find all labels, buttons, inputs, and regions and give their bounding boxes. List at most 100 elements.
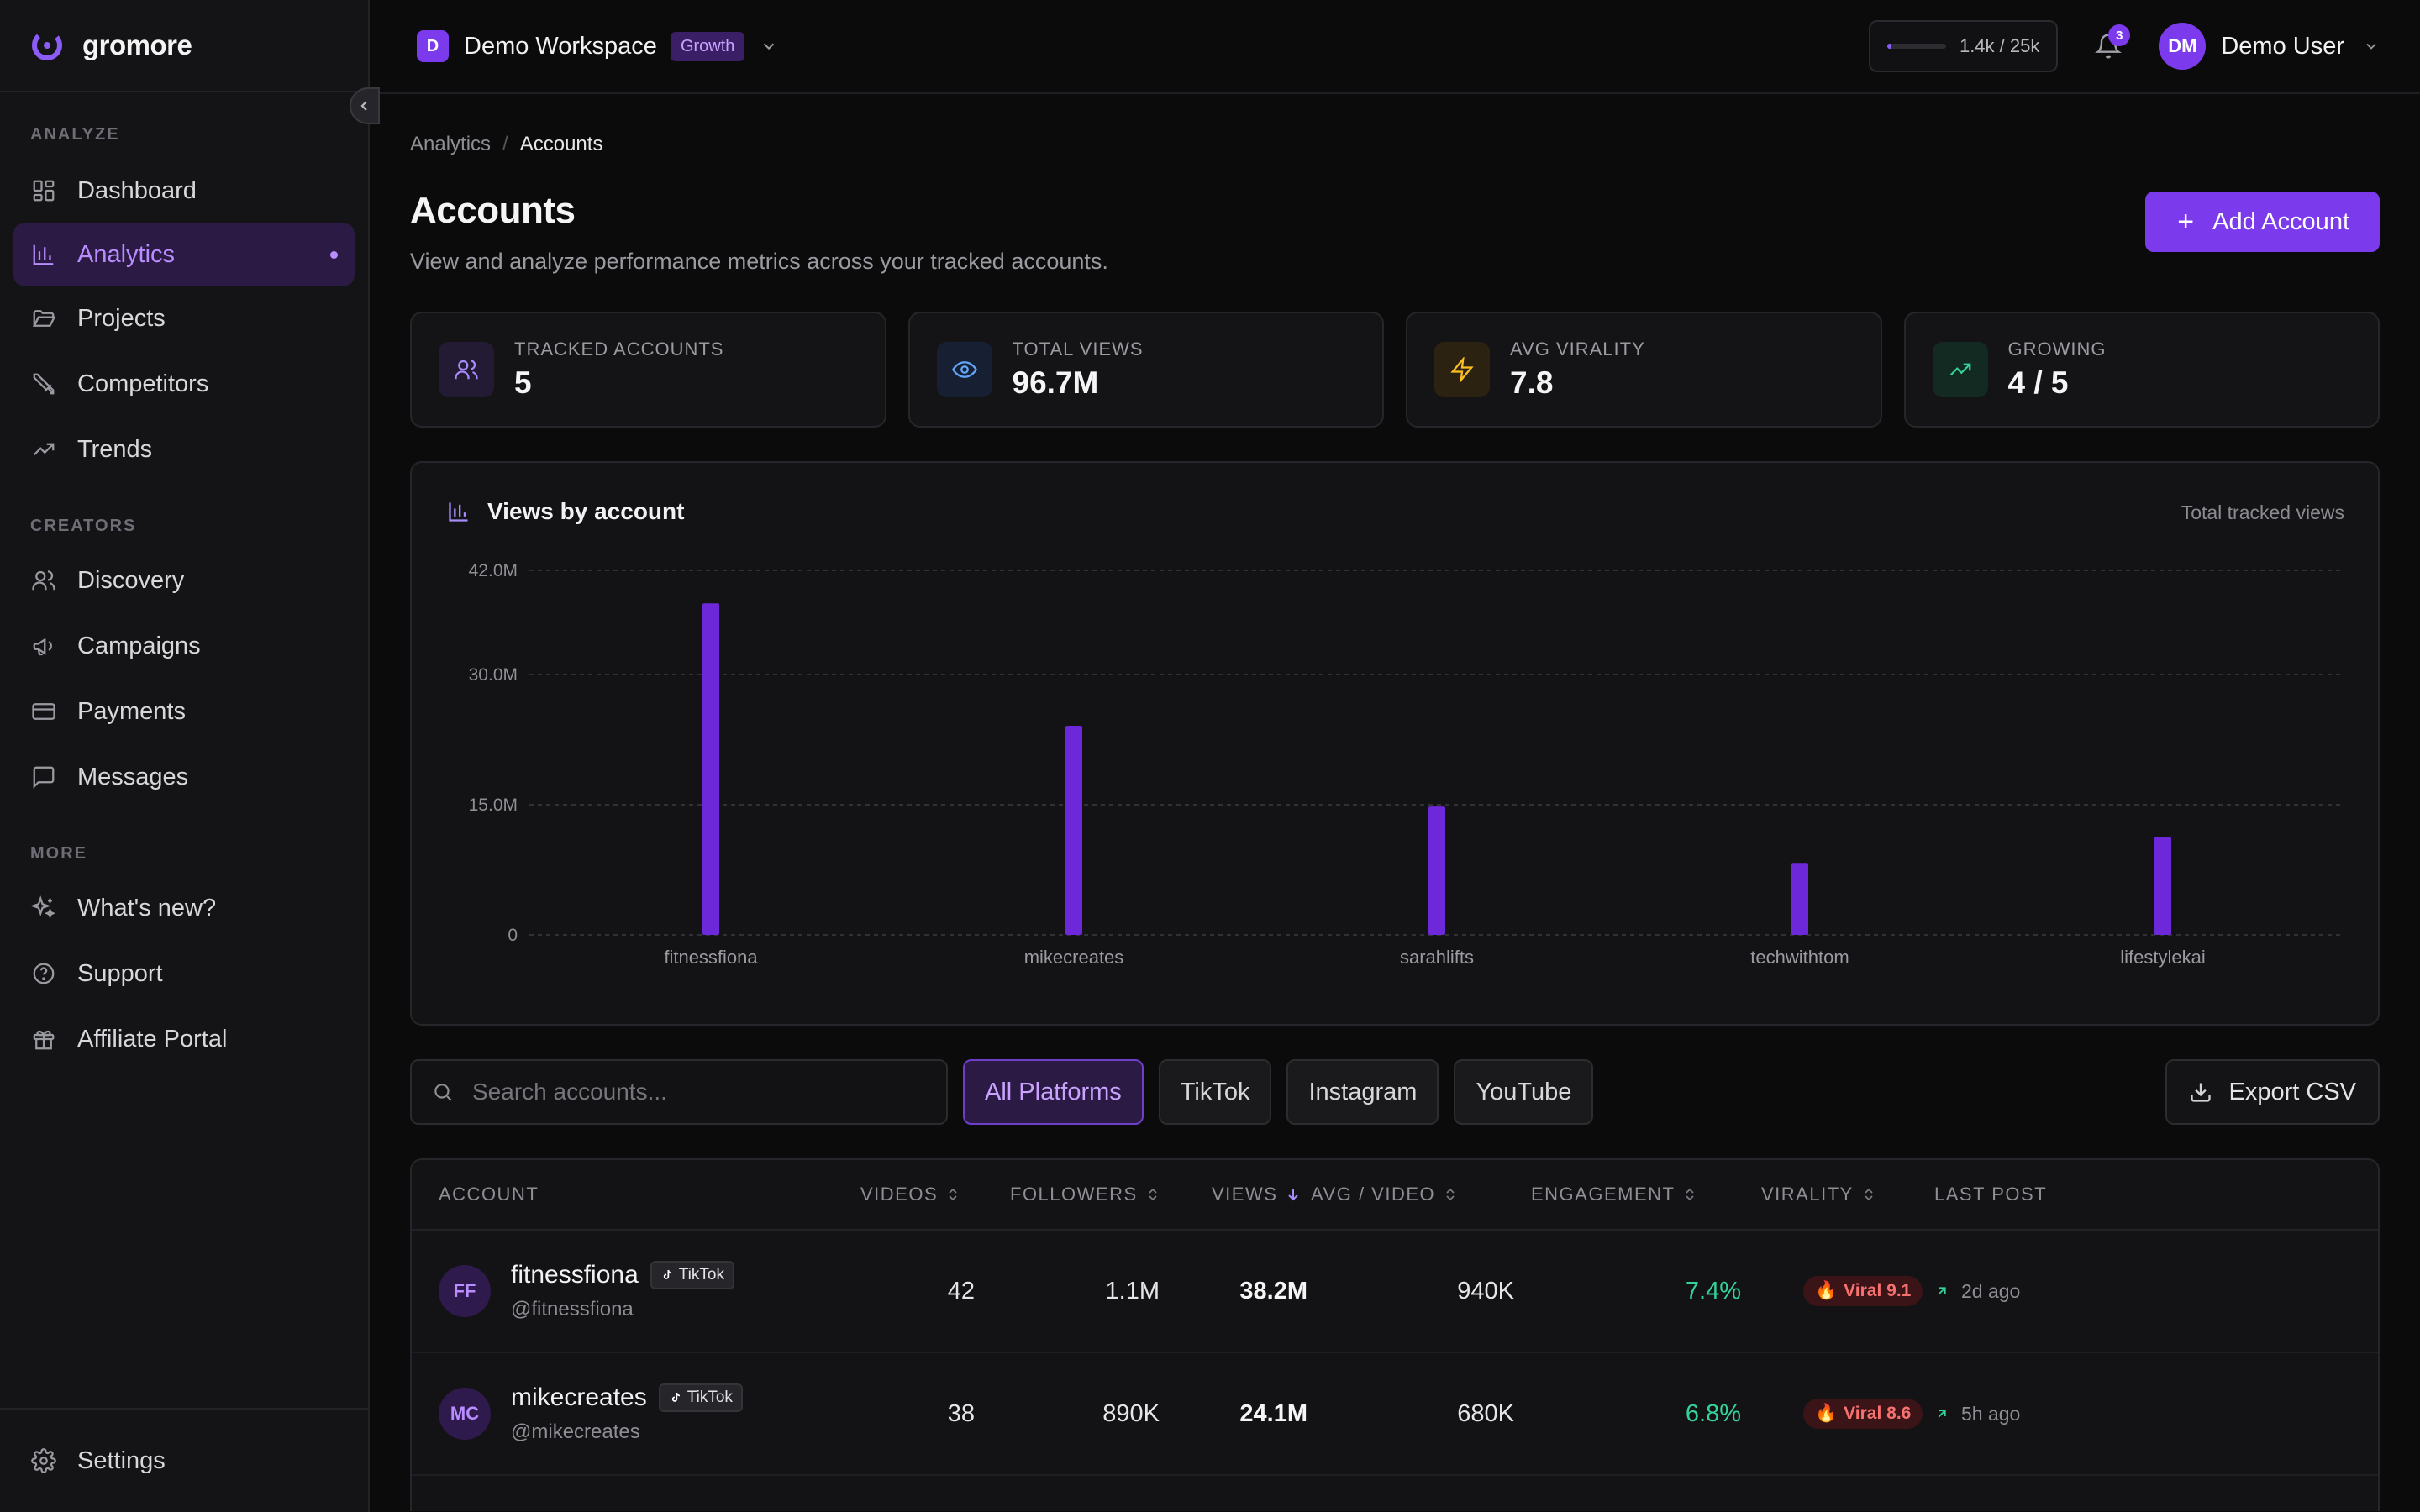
topbar: D Demo Workspace Growth 1.4k / 25k 3 DM …	[370, 0, 2420, 94]
workspace-switcher[interactable]: D Demo Workspace Growth	[417, 30, 778, 62]
sidebar-item-support[interactable]: Support	[13, 941, 355, 1006]
fire-icon: 🔥	[1815, 1404, 1838, 1423]
bar-sarahlifts[interactable]	[1428, 806, 1445, 935]
sidebar: gromore ANALYZE Dashboard Analytics Proj…	[0, 0, 380, 1512]
avg-per-video: 680K	[1457, 1399, 1514, 1427]
zap-icon	[1434, 342, 1490, 397]
x-tick-label: lifestylekai	[2120, 947, 2205, 968]
filter-chip-tiktok[interactable]: TikTok	[1158, 1059, 1272, 1125]
search-icon	[434, 1084, 452, 1101]
bar-mikecreates[interactable]	[1065, 725, 1082, 935]
notifications-button[interactable]: 3	[2091, 24, 2131, 63]
views-count: 24.1M	[1239, 1399, 1307, 1427]
account-handle: @mikecreates	[511, 1420, 640, 1443]
fire-icon: 🔥	[1815, 1281, 1838, 1300]
x-tick-label: mikecreates	[1024, 947, 1124, 968]
breadcrumb-link-analytics[interactable]: Analytics	[410, 133, 492, 155]
y-tick-label: 15.0M	[469, 795, 518, 815]
stat-label: AVG VIRALITY	[1510, 339, 1645, 360]
account-handle: @fitnessfiona	[511, 1298, 634, 1320]
column-header-videos[interactable]: VIDEOS	[849, 1184, 975, 1205]
tiktok-icon	[663, 1269, 671, 1279]
swords-icon	[30, 370, 57, 397]
export-csv-label: Export CSV	[2228, 1078, 2357, 1105]
column-label: VIEWS	[1212, 1184, 1278, 1205]
stat-card-tracked-accounts: TRACKED ACCOUNTS 5	[410, 312, 886, 428]
videos-count: 42	[947, 1277, 975, 1305]
virality-score: 9.1	[1886, 1281, 1912, 1300]
user-menu[interactable]: DM Demo User	[2125, 23, 2380, 70]
brand[interactable]: gromore	[0, 0, 368, 92]
engagement-rate: 7.4%	[1685, 1277, 1741, 1305]
table-row[interactable]: FF fitnessfiona TikTok @fitnessfiona	[412, 1231, 2378, 1353]
column-header-views[interactable]: VIEWS	[1160, 1184, 1307, 1205]
sidebar-item-label: Discovery	[77, 566, 185, 594]
filter-chip-youtube[interactable]: YouTube	[1454, 1059, 1594, 1125]
sidebar-item-label: Competitors	[77, 370, 209, 397]
plus-icon: +	[2177, 206, 2195, 238]
last-post: 5h ago	[1934, 1403, 2020, 1425]
usage-meter[interactable]: 1.4k / 25k	[1868, 20, 2059, 72]
sidebar-item-label: Trends	[77, 435, 153, 463]
virality-score: 8.6	[1886, 1404, 1912, 1423]
sidebar-item-whats-new[interactable]: What's new?	[13, 875, 355, 941]
bar-fitnessfiona[interactable]	[702, 603, 719, 935]
search-input[interactable]	[472, 1079, 926, 1105]
sidebar-item-affiliate-portal[interactable]: Affiliate Portal	[13, 1006, 355, 1072]
sidebar-item-label: Affiliate Portal	[77, 1025, 228, 1053]
arrow-up-right-icon	[1938, 1410, 1946, 1418]
filter-chip-all-platforms[interactable]: All Platforms	[963, 1059, 1144, 1125]
bar-lifestylekai[interactable]	[2154, 837, 2171, 935]
sidebar-item-dashboard[interactable]: Dashboard	[13, 158, 355, 223]
analytics-icon	[30, 241, 57, 268]
export-csv-button[interactable]: Export CSV	[2165, 1059, 2380, 1125]
download-icon	[2190, 1083, 2211, 1102]
add-account-button[interactable]: + Add Account	[2145, 192, 2380, 252]
account-name[interactable]: mikecreates	[511, 1383, 647, 1411]
sort-icon	[1865, 1188, 1873, 1201]
column-header-engagement[interactable]: ENGAGEMENT	[1514, 1184, 1741, 1205]
chevron-left-icon	[360, 101, 367, 111]
sidebar-item-campaigns[interactable]: Campaigns	[13, 613, 355, 679]
section-label-creators: CREATORS	[30, 517, 137, 535]
table-row[interactable]: MC mikecreates TikTok @mikecreates	[412, 1353, 2378, 1476]
trending-up-icon	[1932, 342, 1988, 397]
brand-name: gromore	[82, 29, 192, 60]
stat-card-growing: GROWING 4 / 5	[1903, 312, 2380, 428]
filter-chip-instagram[interactable]: Instagram	[1286, 1059, 1439, 1125]
user-name: Demo User	[2221, 32, 2344, 60]
column-header-avg-video[interactable]: AVG / VIDEO	[1307, 1184, 1514, 1205]
collapse-sidebar-button[interactable]	[350, 87, 380, 124]
sort-descending-icon	[1288, 1189, 1299, 1201]
virality-badge: 🔥 Viral 9.1	[1803, 1276, 1923, 1306]
usage-text: 1.4k / 25k	[1959, 35, 2040, 56]
x-tick-label: techwithtom	[1750, 947, 1849, 968]
column-header-last-post: LAST POST	[1934, 1184, 2047, 1205]
views-bar-chart: 0 15.0M 30.0M 42.0M fitnessfiona mikecreates s…	[469, 561, 2344, 968]
sidebar-item-payments[interactable]: Payments	[13, 679, 355, 744]
sidebar-item-analytics[interactable]: Analytics	[13, 223, 355, 286]
column-header-followers[interactable]: FOLLOWERS	[975, 1184, 1160, 1205]
stat-label: TOTAL VIEWS	[1012, 339, 1144, 360]
gromore-logo-icon	[32, 30, 62, 60]
account-name[interactable]: fitnessfiona	[511, 1261, 639, 1289]
sidebar-item-projects[interactable]: Projects	[13, 286, 355, 351]
bar-techwithtom[interactable]	[1791, 863, 1808, 935]
sidebar-item-label: Settings	[77, 1446, 166, 1474]
chart-title-text: Views by account	[487, 498, 685, 524]
column-header-account[interactable]: ACCOUNT	[412, 1184, 849, 1205]
column-header-virality[interactable]: VIRALITY	[1741, 1184, 1934, 1205]
gear-icon	[30, 1447, 57, 1474]
sidebar-item-settings[interactable]: Settings	[13, 1430, 355, 1492]
last-post-time: 2d ago	[1961, 1279, 2021, 1302]
sidebar-item-discovery[interactable]: Discovery	[13, 548, 355, 613]
stat-value: 96.7M	[1012, 365, 1099, 400]
plan-badge: Growth	[670, 31, 745, 61]
sidebar-item-trends[interactable]: Trends	[13, 417, 355, 482]
help-icon	[30, 960, 57, 987]
platform-badge: TikTok	[650, 1261, 734, 1289]
sidebar-item-competitors[interactable]: Competitors	[13, 351, 355, 417]
table-header: ACCOUNT VIDEOS FOLLOWERS VIEWS AVG /	[412, 1160, 2378, 1231]
sidebar-item-label: Campaigns	[77, 632, 201, 659]
sidebar-item-messages[interactable]: Messages	[13, 744, 355, 810]
